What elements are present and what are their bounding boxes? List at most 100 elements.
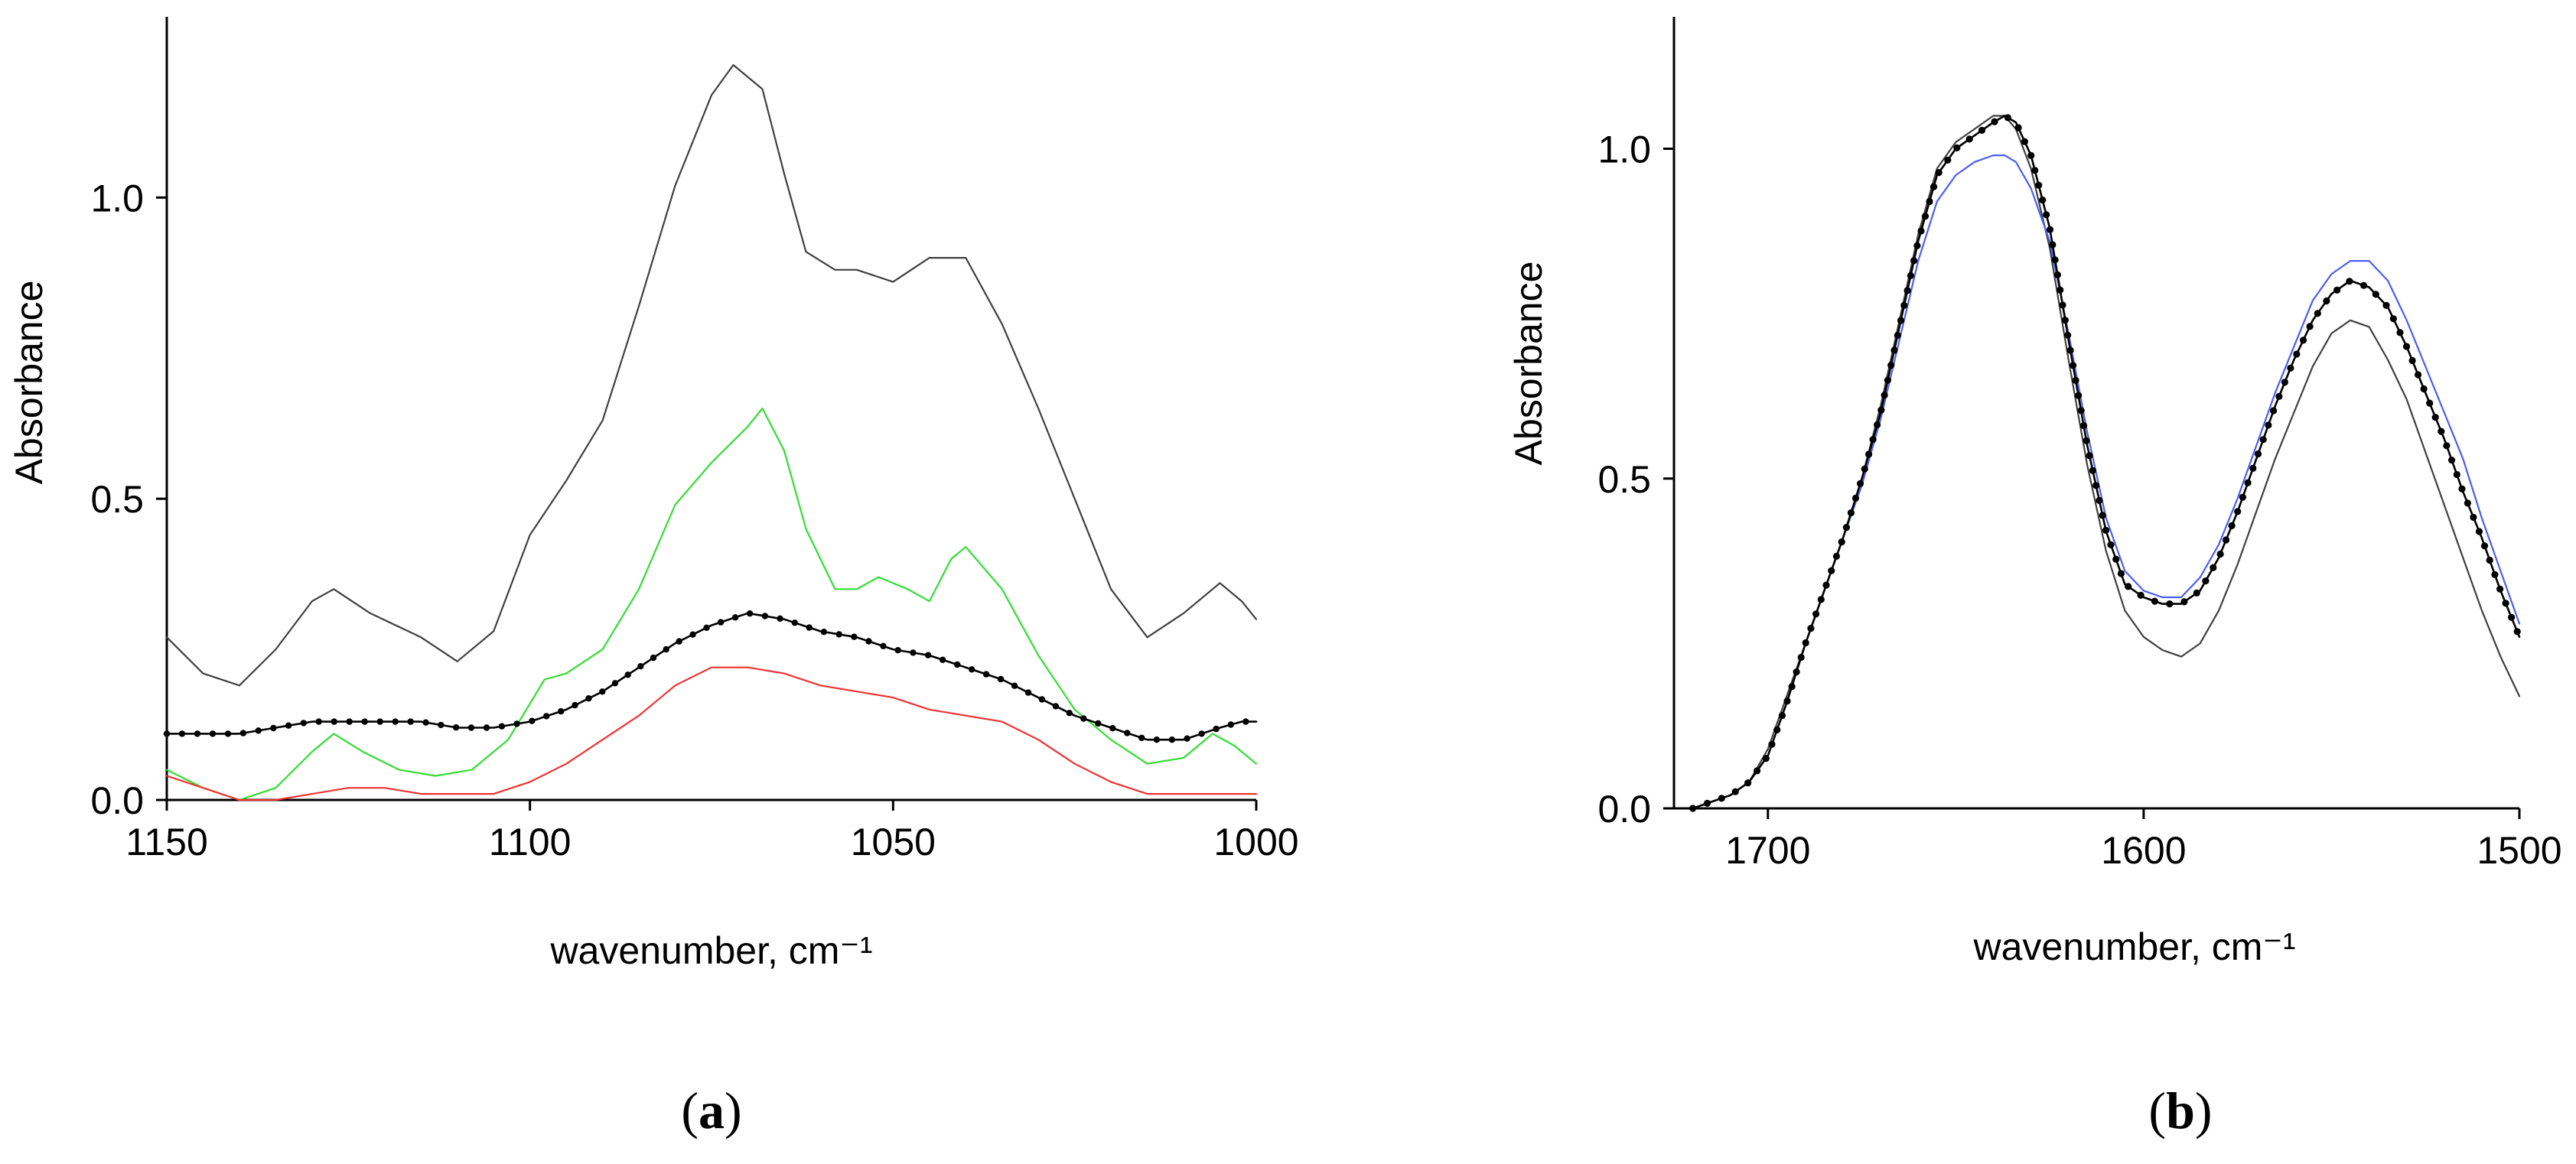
series-marker-dotted xyxy=(1828,567,1835,574)
series-marker-dotted xyxy=(2086,452,2093,460)
series-marker-dotted xyxy=(1877,406,1885,414)
series-marker-dotted xyxy=(2453,470,2460,479)
series-marker-dotted xyxy=(2059,301,2066,309)
series-marker-dotted xyxy=(2508,613,2516,621)
series-marker-dotted xyxy=(2066,346,2074,354)
series-marker-dotted xyxy=(865,638,872,645)
series-marker-dotted xyxy=(969,666,975,673)
series-marker-dotted xyxy=(611,680,619,687)
series-marker-dotted xyxy=(1168,736,1176,743)
x-tick-label: 1600 xyxy=(2101,829,2186,872)
series-marker-dotted xyxy=(1907,271,1914,279)
series-marker-dotted xyxy=(2117,570,2125,577)
series-marker-dotted xyxy=(1887,362,1895,369)
series-marker-dotted xyxy=(1910,257,1918,265)
series-marker-dotted xyxy=(2323,297,2330,305)
series-marker-dotted xyxy=(1842,524,1850,532)
series-marker-dotted xyxy=(239,730,247,736)
y-axis-label: Absorbance xyxy=(8,281,50,485)
series-marker-dotted xyxy=(1754,767,1761,775)
series-line-red xyxy=(165,666,1258,801)
series-marker-dotted xyxy=(1884,376,1891,384)
series-marker-dotted xyxy=(2049,241,2057,249)
series-marker-dotted xyxy=(637,663,644,670)
series-marker-dotted xyxy=(2270,407,2278,415)
series-marker-dotted xyxy=(2408,356,2416,365)
series-marker-dotted xyxy=(331,718,337,725)
series-marker-dotted xyxy=(2396,329,2404,337)
series-marker-dotted xyxy=(2035,181,2043,189)
series-marker-dotted xyxy=(2281,379,2288,386)
series-marker-dotted xyxy=(2496,585,2504,593)
series-marker-dotted xyxy=(1847,509,1855,517)
series-line-dotted xyxy=(165,612,1258,741)
series-marker-dotted xyxy=(1881,392,1888,399)
series-marker-dotted xyxy=(2083,437,2090,444)
series-marker-dotted xyxy=(1935,169,1943,177)
series-marker-dotted xyxy=(2306,323,2314,330)
x-axis-label: wavenumber, cm⁻¹ xyxy=(1973,925,2296,968)
series-marker-dotted xyxy=(689,631,696,638)
series-marker-dotted xyxy=(2125,583,2132,590)
series-marker-dotted xyxy=(1978,126,1986,134)
series-marker-dotted xyxy=(599,688,606,695)
series-marker-dotted xyxy=(1024,689,1032,696)
series-marker-dotted xyxy=(2021,138,2028,145)
series-marker-dotted xyxy=(894,647,901,654)
series-marker-dotted xyxy=(1038,696,1046,703)
series-marker-dotted xyxy=(2426,399,2434,407)
series-marker-dotted xyxy=(1052,703,1060,710)
series-marker-dotted xyxy=(940,656,946,663)
series-marker-dotted xyxy=(717,619,725,626)
series-marker-dotted xyxy=(438,721,445,729)
series-marker-dotted xyxy=(2389,315,2397,323)
series-marker-dotted xyxy=(1921,213,1930,220)
series-marker-dotted xyxy=(2075,392,2083,399)
series-marker-dotted xyxy=(624,671,631,678)
series-marker-dotted xyxy=(1184,735,1190,742)
x-axis-label: wavenumber, cm⁻¹ xyxy=(550,929,873,972)
series-marker-dotted xyxy=(2475,528,2483,535)
y-tick-label: 0.0 xyxy=(1597,788,1651,831)
series-marker-dotted xyxy=(2057,286,2064,294)
series-marker-dotted xyxy=(1897,317,1905,324)
series-marker-dotted xyxy=(2216,550,2224,558)
series-marker-dotted xyxy=(880,642,887,649)
series-marker-dotted xyxy=(1904,287,1911,294)
series-marker-dotted xyxy=(835,631,842,638)
series-marker-dotted xyxy=(2137,591,2144,599)
series-marker-dotted xyxy=(2333,286,2341,294)
series-marker-dotted xyxy=(255,727,262,734)
series-marker-dotted xyxy=(2061,317,2069,324)
series-marker-dotted xyxy=(2064,331,2072,339)
series-marker-dotted xyxy=(209,730,217,737)
series-marker-dotted xyxy=(2287,364,2294,372)
series-marker-dotted xyxy=(2031,167,2039,174)
series-marker-dotted xyxy=(2046,226,2054,233)
series-marker-dotted xyxy=(2254,450,2262,458)
series-marker-dotted xyxy=(422,719,429,726)
series-marker-dotted xyxy=(2234,508,2242,515)
panel-label-a: (a) xyxy=(681,1081,741,1140)
series-marker-dotted xyxy=(2180,598,2188,606)
series-marker-dotted xyxy=(315,718,322,725)
series-marker-dotted xyxy=(1869,436,1877,444)
series-marker-dotted xyxy=(1926,197,1933,206)
series-marker-dotted xyxy=(285,722,292,729)
series-marker-dotted xyxy=(2112,555,2120,563)
series-marker-dotted xyxy=(2480,542,2489,550)
series-marker-dotted xyxy=(2223,536,2230,544)
series-marker-dotted xyxy=(407,718,414,725)
series-marker-dotted xyxy=(1778,712,1786,720)
series-marker-dotted xyxy=(2431,414,2439,421)
series-marker-dotted xyxy=(1773,726,1781,734)
series-marker-dotted xyxy=(2080,421,2088,430)
series-marker-dotted xyxy=(498,723,506,730)
series-marker-dotted xyxy=(2443,442,2451,450)
series-marker-dotted xyxy=(2228,522,2236,530)
series-marker-dotted xyxy=(1788,683,1796,691)
series-marker-dotted xyxy=(1124,730,1131,736)
series-marker-dotted xyxy=(2486,556,2493,564)
series-marker-dotted xyxy=(1138,734,1145,741)
series-marker-dotted xyxy=(650,654,657,662)
